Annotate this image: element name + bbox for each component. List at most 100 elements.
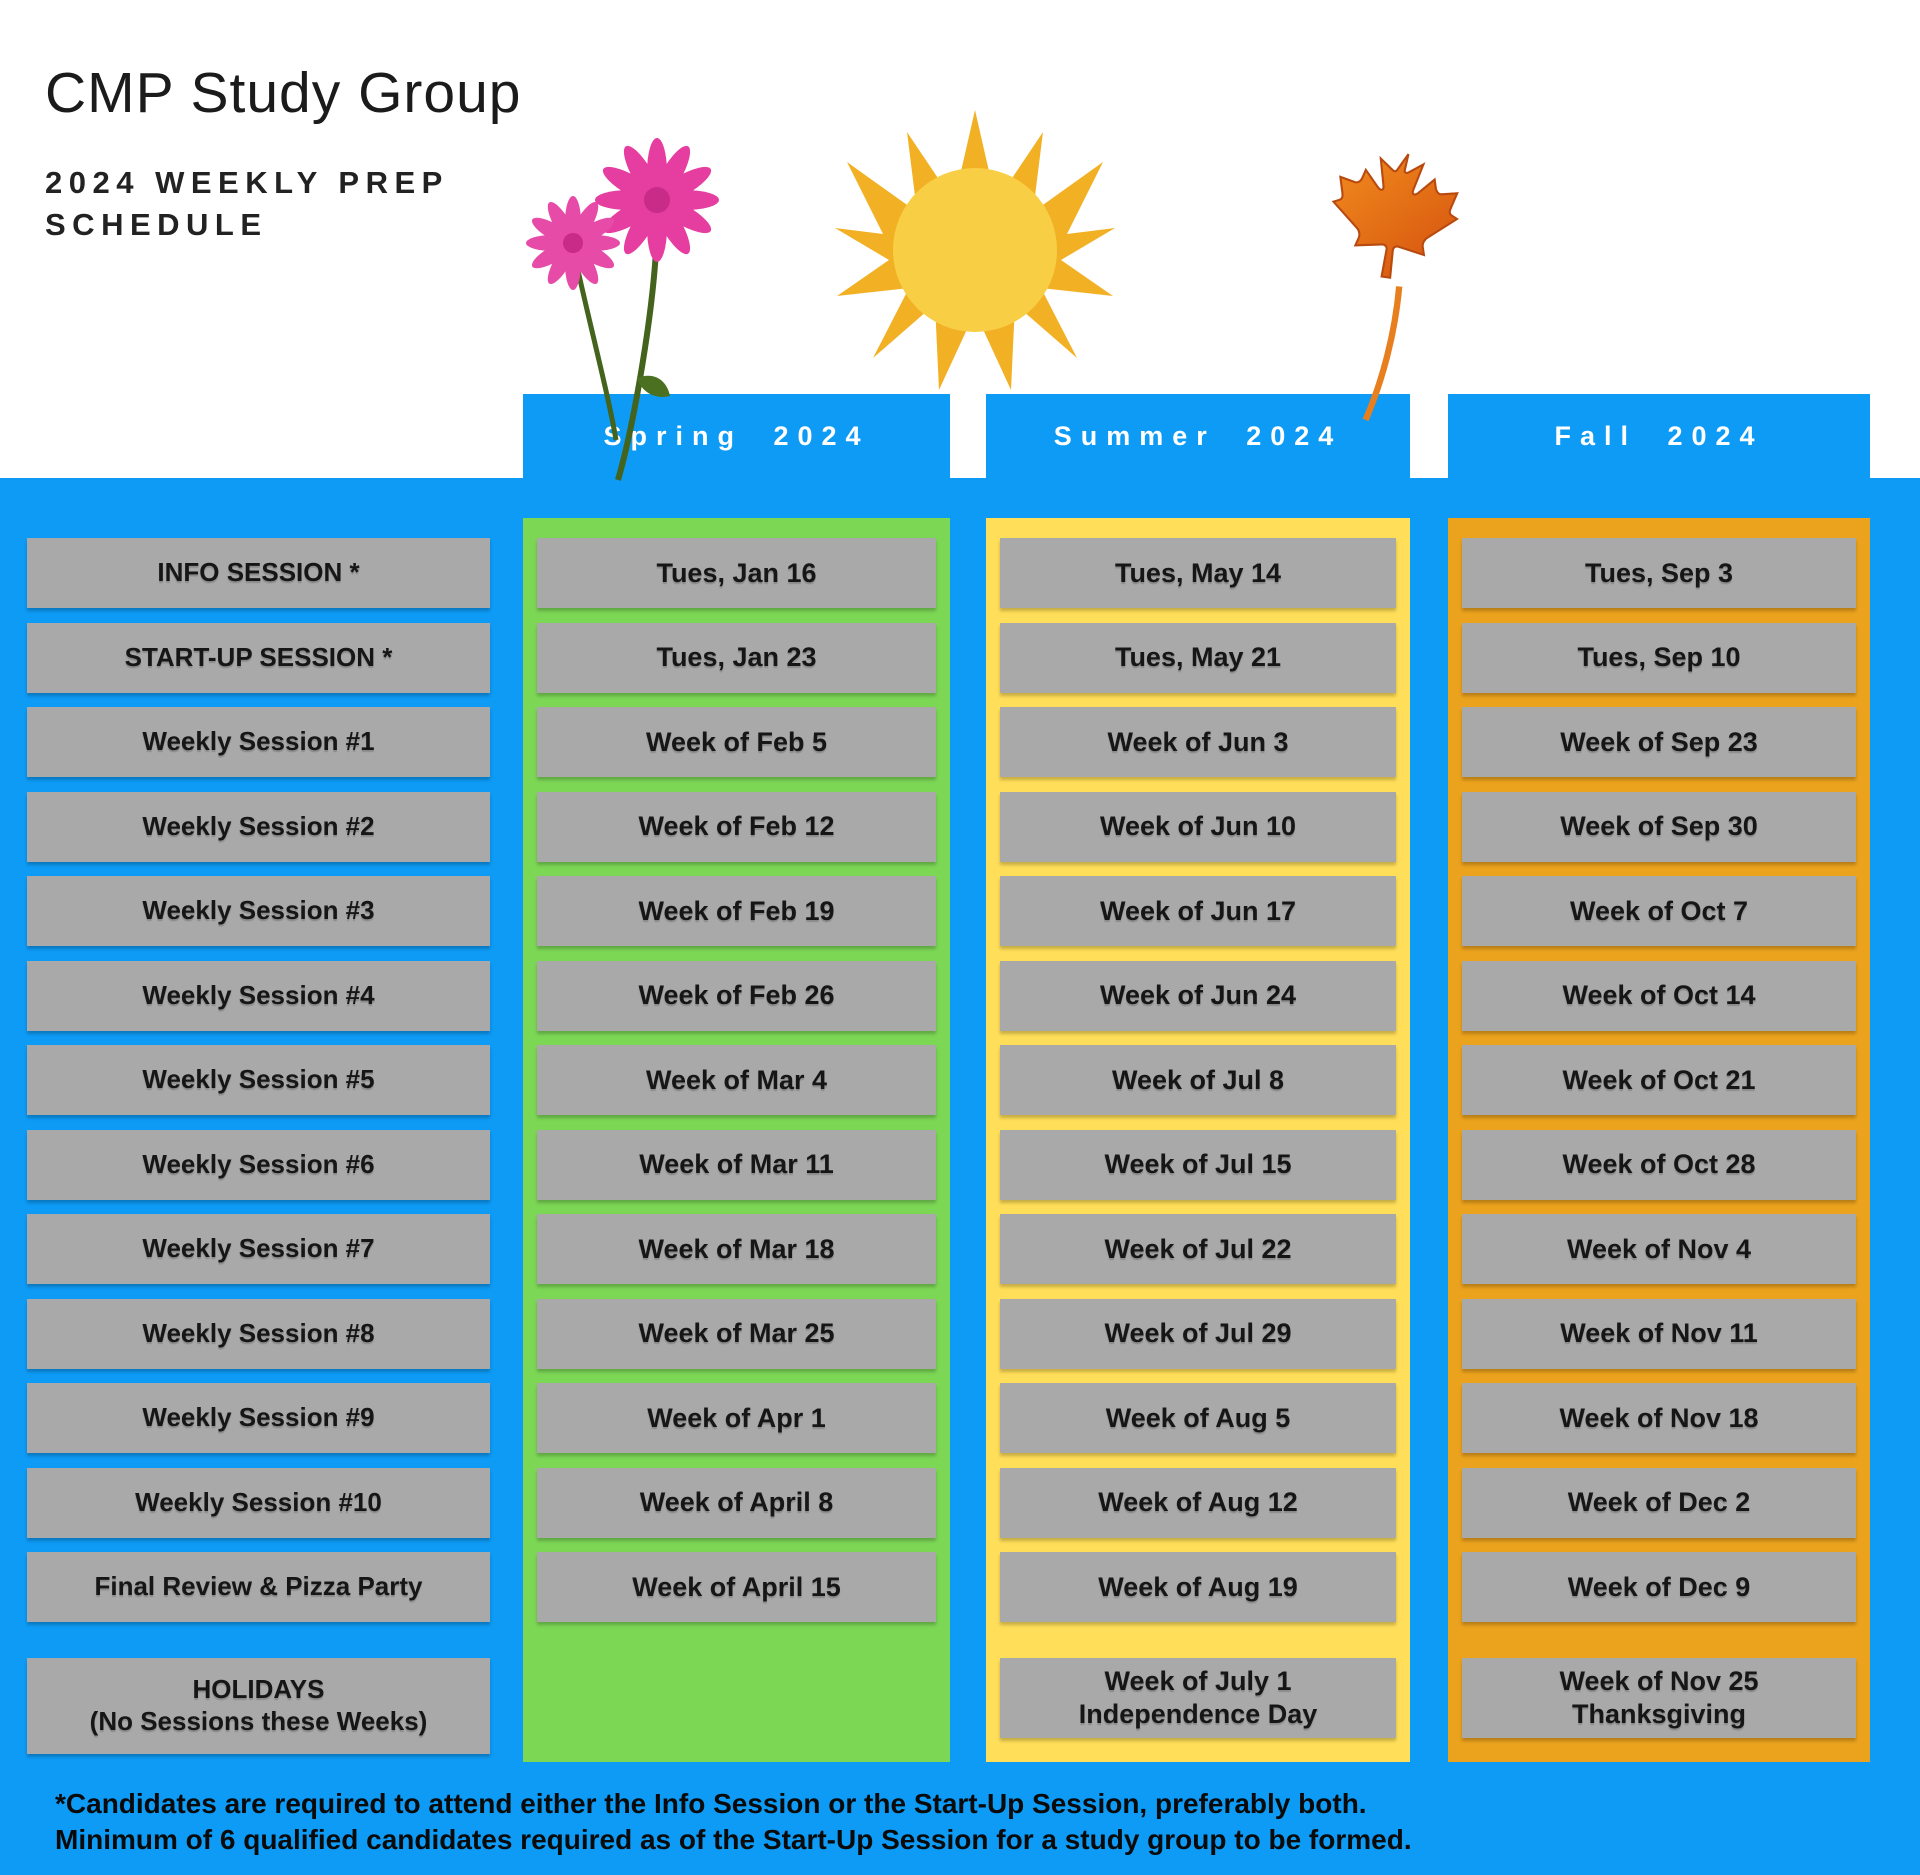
row-label: Final Review & Pizza Party — [27, 1552, 490, 1622]
cell-text: Week of Feb 19 — [638, 895, 835, 926]
spring-date-cell: Week of April 15 — [537, 1552, 936, 1622]
cell-text: Week of Aug 5 — [1105, 1402, 1291, 1433]
season-tab-summer: Summer 2024 — [986, 394, 1410, 478]
cell-text: Final Review & Pizza Party — [94, 1571, 423, 1602]
spring-date-cell: Tues, Jan 16 — [537, 538, 936, 608]
page-title: CMP Study Group — [45, 61, 522, 125]
cell-text: Week of Feb 26 — [638, 980, 835, 1011]
summer-date-cell: Week of Jul 22 — [1000, 1214, 1396, 1284]
cell-text: Week of Nov 25 — [1559, 1666, 1759, 1697]
row-label: Weekly Session #8 — [27, 1298, 490, 1369]
cell-text: Tues, Sep 10 — [1577, 642, 1741, 673]
cell-text: Weekly Session #3 — [142, 895, 375, 926]
row-label: Weekly Session #3 — [27, 876, 490, 946]
row-label: Weekly Session #10 — [27, 1467, 490, 1538]
season-tab-spring: Spring 2024 — [523, 394, 950, 478]
cell-text: Week of Dec 2 — [1567, 1487, 1751, 1518]
row-label: HOLIDAYS (No Sessions these Weeks) — [27, 1658, 490, 1754]
cell-text: Week of Oct 21 — [1562, 1064, 1756, 1095]
summer-date-cell: Week of Jul 8 — [1000, 1045, 1396, 1115]
fall-date-cell: Week of Oct 28 — [1462, 1129, 1856, 1200]
cell-text: START-UP SESSION * — [124, 641, 393, 672]
summer-date-cell: Week of Aug 5 — [1000, 1383, 1396, 1453]
spring-date-cell: Week of Feb 19 — [537, 876, 936, 946]
cell-text: Week of Mar 11 — [639, 1149, 834, 1180]
flowers-icon — [526, 138, 719, 481]
summer-date-cell: Week of Aug 12 — [1000, 1467, 1396, 1538]
cell-text: Week of July 1 — [1104, 1666, 1292, 1697]
cell-text: Weekly Session #10 — [135, 1486, 382, 1517]
cell-text: Week of Aug 12 — [1098, 1487, 1298, 1518]
cell-text: Week of Feb 12 — [638, 811, 835, 842]
empty-cell — [537, 1658, 936, 1738]
cell-text: Week of Mar 4 — [645, 1064, 828, 1095]
page-subtitle: 2024 WEEKLY PREP SCHEDULE — [45, 165, 449, 242]
footnote: *Candidates are required to attend eithe… — [55, 1788, 1412, 1856]
fall-date-cell: Week of Sep 23 — [1462, 707, 1856, 777]
fall-date-cell: Tues, Sep 10 — [1462, 622, 1856, 693]
row-label: Weekly Session #5 — [27, 1045, 490, 1115]
cell-text: Weekly Session #8 — [142, 1317, 375, 1348]
fall-date-cell: Tues, Sep 3 — [1462, 538, 1856, 608]
row-label: Weekly Session #7 — [27, 1214, 490, 1284]
cell-text: Week of Jul 15 — [1104, 1149, 1292, 1180]
row-label: Weekly Session #4 — [27, 960, 490, 1031]
spring-date-cell: Week of April 8 — [537, 1467, 936, 1538]
row-label-column: INFO SESSION * START-UP SESSION * Weekly S… — [27, 538, 490, 1754]
spring-date-cell: Week of Mar 18 — [537, 1214, 936, 1284]
summer-date-cell: Week of Jun 24 — [1000, 960, 1396, 1031]
cell-text: Tues, May 14 — [1114, 557, 1282, 588]
cell-text: Tues, Jan 23 — [656, 642, 817, 673]
cell-text: Week of Jul 22 — [1104, 1233, 1292, 1264]
cell-text: Week of Jun 24 — [1099, 980, 1297, 1011]
cell-text: Week of Apr 1 — [647, 1402, 826, 1433]
spring-date-cell: Week of Mar 25 — [537, 1298, 936, 1369]
summer-date-cell: Week of Jul 29 — [1000, 1298, 1396, 1369]
cell-text: Weekly Session #5 — [142, 1064, 375, 1095]
cell-text: Tues, Jan 16 — [656, 557, 817, 588]
spring-date-column: Tues, Jan 16 Tues, Jan 23 Week of Feb 5 Wee… — [537, 538, 936, 1738]
cell-text: Week of Oct 7 — [1569, 895, 1749, 926]
cell-text: Week of Jul 29 — [1104, 1318, 1292, 1349]
cell-text: Week of Oct 28 — [1562, 1149, 1756, 1180]
fall-date-cell: Week of Nov 18 — [1462, 1383, 1856, 1453]
fall-date-cell: Week of Nov 11 — [1462, 1298, 1856, 1369]
summer-date-cell: Week of Jun 3 — [1000, 707, 1396, 777]
cell-text: Week of Jun 3 — [1107, 726, 1289, 757]
cell-text: Week of Mar 25 — [638, 1318, 835, 1349]
summer-date-cell: Week of Jun 10 — [1000, 791, 1396, 862]
cell-text: Independence Day — [1078, 1699, 1318, 1729]
cell-text: Week of Sep 30 — [1560, 811, 1758, 842]
cell-text: Week of Dec 9 — [1567, 1571, 1751, 1602]
spring-date-cell: Tues, Jan 23 — [537, 622, 936, 693]
maple-leaf-icon — [1331, 153, 1459, 422]
sun-icon — [835, 110, 1115, 390]
cell-text: Week of Jun 10 — [1099, 811, 1297, 842]
row-label: Weekly Session #6 — [27, 1129, 490, 1200]
summer-date-cell: Week of July 1 Independence Day — [1000, 1658, 1396, 1738]
summer-date-column: Tues, May 14 Tues, May 21 Week of Jun 3 Wee… — [1000, 538, 1396, 1738]
fall-date-cell: Week of Dec 2 — [1462, 1467, 1856, 1538]
cell-text: Week of Nov 18 — [1559, 1402, 1759, 1433]
spring-date-cell: Week of Mar 4 — [537, 1045, 936, 1115]
cell-text: INFO SESSION * — [157, 557, 360, 588]
fall-date-cell: Week of Oct 21 — [1462, 1045, 1856, 1115]
row-label: Weekly Session #1 — [27, 707, 490, 777]
cell-text: Weekly Session #7 — [142, 1233, 375, 1264]
row-label: Weekly Session #2 — [27, 791, 490, 862]
fall-date-cell: Week of Oct 7 — [1462, 876, 1856, 946]
summer-date-cell: Tues, May 21 — [1000, 622, 1396, 693]
cell-text: Week of April 15 — [632, 1571, 841, 1602]
summer-date-cell: Week of Jun 17 — [1000, 876, 1396, 946]
cell-text: Tues, May 21 — [1114, 642, 1282, 673]
fall-date-cell: Week of Nov 25 Thanksgiving — [1462, 1658, 1856, 1738]
cell-text: Weekly Session #4 — [142, 979, 375, 1010]
fall-date-column: Tues, Sep 3 Tues, Sep 10 Week of Sep 23 Wee… — [1462, 538, 1856, 1738]
season-tab-fall: Fall 2024 — [1448, 394, 1870, 478]
cell-text: Week of Aug 19 — [1098, 1571, 1298, 1602]
cell-text: Tues, Sep 3 — [1584, 557, 1734, 588]
cell-text: Weekly Session #6 — [142, 1148, 375, 1179]
cell-text: Week of Mar 18 — [638, 1233, 835, 1264]
cell-text: Week of Nov 11 — [1560, 1318, 1758, 1349]
